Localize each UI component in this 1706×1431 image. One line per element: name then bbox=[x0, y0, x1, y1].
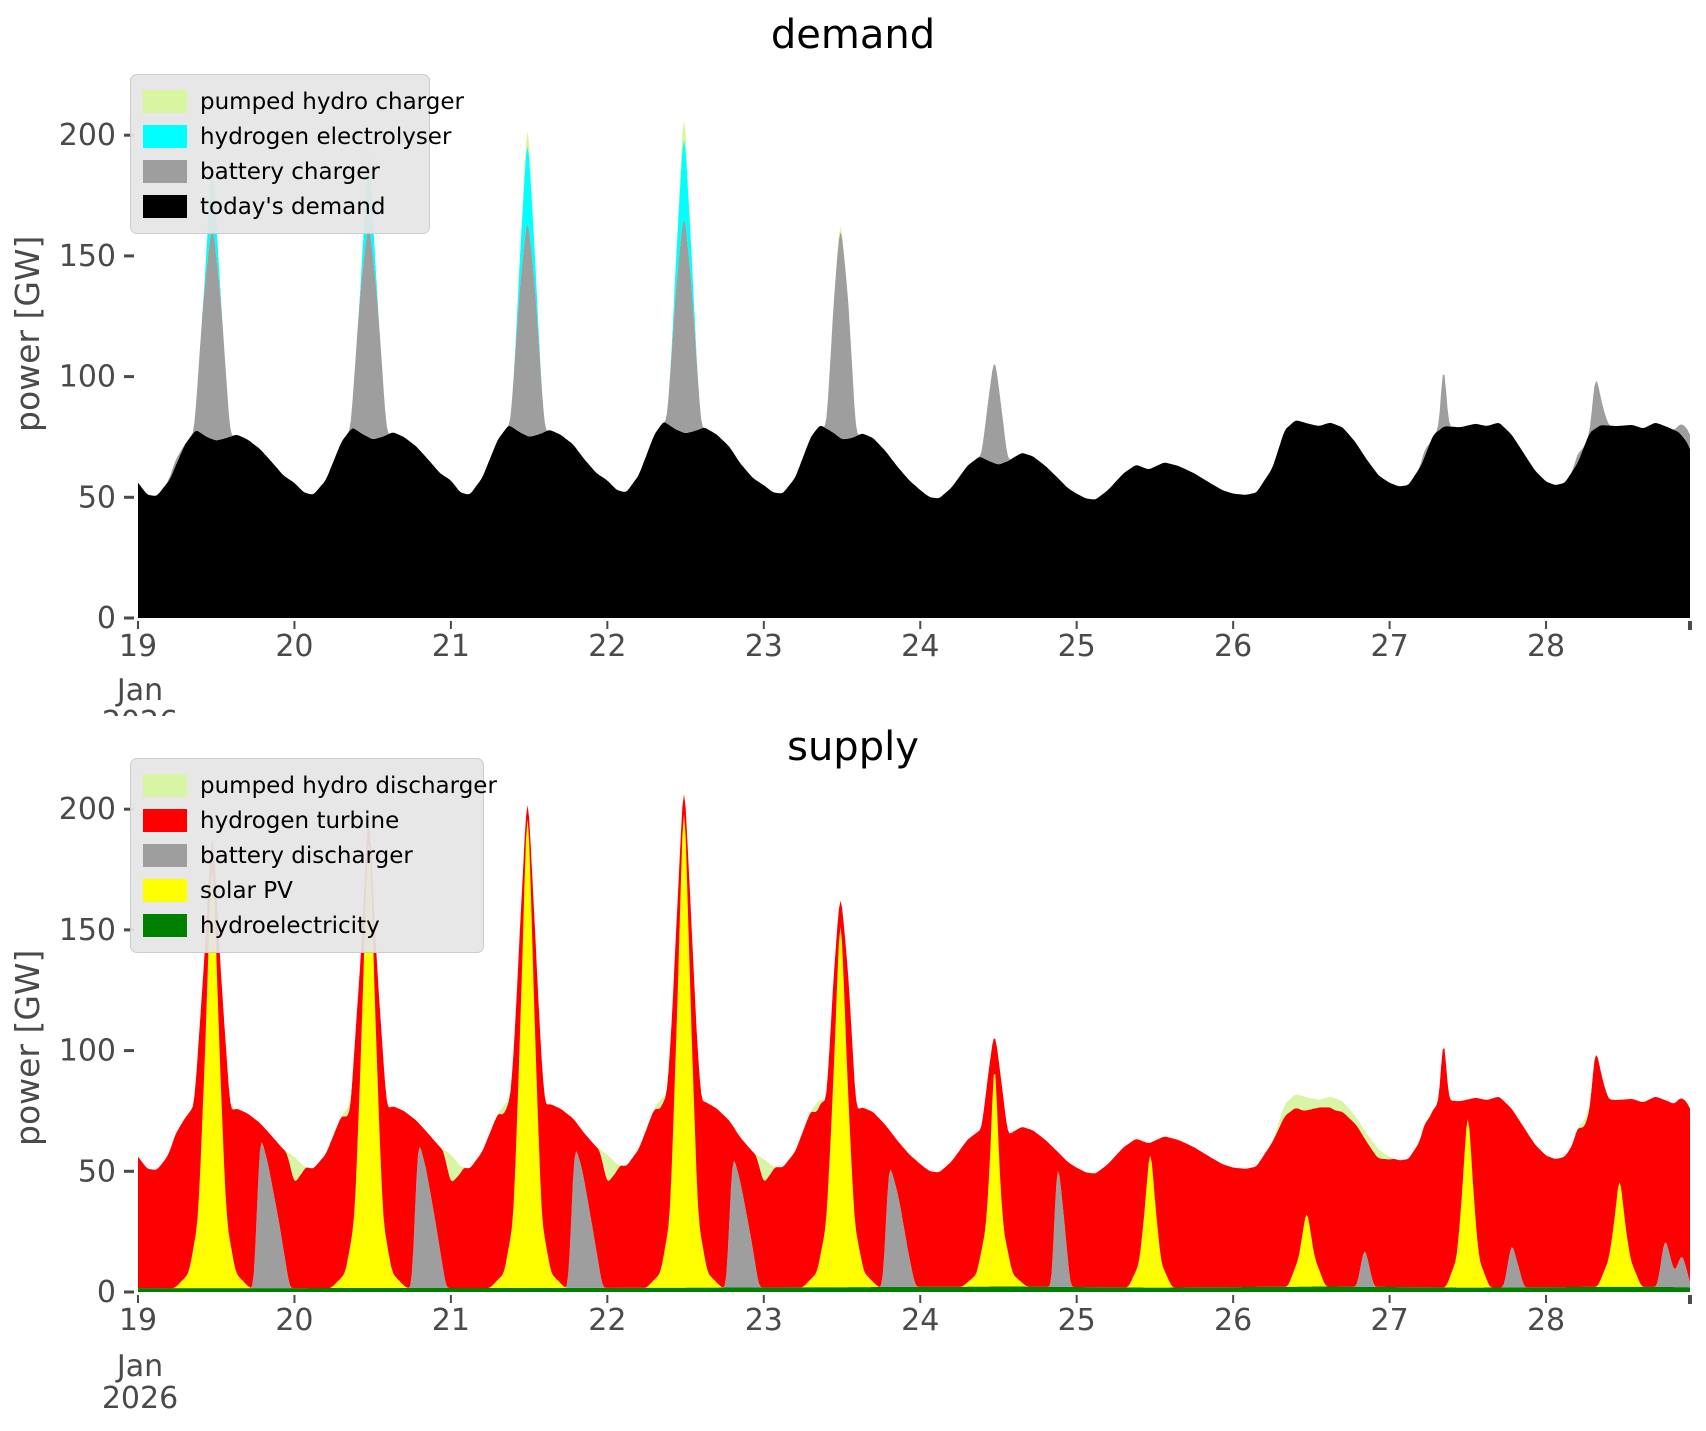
legend-label: solar PV bbox=[200, 877, 293, 904]
legend-label: hydrogen turbine bbox=[200, 807, 400, 834]
y-tick-label: 200 bbox=[59, 118, 116, 153]
x-tick-label: 27 bbox=[1371, 629, 1409, 664]
demand-y-axis: 0 50 100 150 200 bbox=[59, 118, 134, 636]
legend-item-hydroelectricity: hydroelectricity bbox=[143, 908, 465, 943]
legend-swatch-icon bbox=[143, 879, 187, 902]
legend-swatch-icon bbox=[143, 914, 187, 937]
x-tick-label: 19 bbox=[119, 629, 157, 664]
demand-legend: pumped hydro charger hydrogen electrolyse… bbox=[130, 74, 464, 234]
legend-item-hydrogen-turbine: hydrogen turbine bbox=[143, 803, 465, 838]
legend-label: hydrogen electrolyser bbox=[200, 123, 452, 150]
x-tick-label: 26 bbox=[1214, 629, 1252, 664]
legend-swatch-icon bbox=[143, 90, 187, 113]
x-tick-label: 20 bbox=[275, 629, 313, 664]
y-tick-label: 50 bbox=[78, 1154, 116, 1189]
y-tick-label: 0 bbox=[97, 601, 116, 636]
legend-swatch-icon bbox=[143, 774, 187, 797]
legend-label: hydroelectricity bbox=[200, 912, 380, 939]
legend-label: today's demand bbox=[200, 193, 386, 220]
legend-item-battery-discharger: battery discharger bbox=[143, 838, 465, 873]
demand-chart: demand power [GW] 19 20 21 22 23 24 25 26 27 28 Ja… bbox=[8, 12, 1692, 716]
x-tick-label: 21 bbox=[432, 1303, 470, 1338]
y-tick-label: 150 bbox=[59, 913, 116, 948]
legend-swatch-icon bbox=[143, 809, 187, 832]
x-tick-label: 23 bbox=[745, 629, 783, 664]
legend-swatch-icon bbox=[143, 125, 187, 148]
legend-item-battery-charger: battery charger bbox=[143, 154, 411, 189]
series-today-s-demand bbox=[138, 420, 1690, 618]
x-tick-label: 26 bbox=[1214, 1303, 1252, 1338]
legend-item-pumped-hydro-discharger: pumped hydro discharger bbox=[143, 768, 497, 803]
demand-series-group bbox=[138, 120, 1690, 618]
series-solar-pv bbox=[138, 814, 1690, 1289]
legend-item-today-s-demand: today's demand bbox=[143, 189, 411, 224]
x-tick-label: 23 bbox=[745, 1303, 783, 1338]
demand-chart-title: demand bbox=[770, 12, 936, 58]
x-tick-label: 24 bbox=[901, 1303, 939, 1338]
legend-swatch-icon bbox=[143, 195, 187, 218]
x-tick-label: 24 bbox=[901, 629, 939, 664]
x-tick-label: 19 bbox=[119, 1303, 157, 1338]
legend-label: pumped hydro charger bbox=[200, 88, 464, 115]
legend-swatch-icon bbox=[143, 844, 187, 867]
y-tick-label: 150 bbox=[59, 239, 116, 274]
supply-chart-title: supply bbox=[787, 724, 919, 770]
y-tick-label: 100 bbox=[59, 1034, 116, 1069]
y-tick-label: 50 bbox=[78, 480, 116, 515]
x-tick-label: 20 bbox=[275, 1303, 313, 1338]
supply-series-group bbox=[138, 794, 1690, 1292]
x-year-label: 2026 bbox=[102, 705, 178, 716]
legend-item-hydrogen-electrolyser: hydrogen electrolyser bbox=[143, 119, 451, 154]
legend-label: battery charger bbox=[200, 158, 380, 185]
legend-label: battery discharger bbox=[200, 842, 413, 869]
x-month-label: Jan bbox=[115, 673, 163, 708]
x-tick-label: 28 bbox=[1527, 1303, 1565, 1338]
series-hydroelectricity bbox=[138, 1286, 1690, 1292]
x-tick-label: 28 bbox=[1527, 629, 1565, 664]
legend-item-pumped-hydro-charger: pumped hydro charger bbox=[143, 84, 464, 119]
supply-chart: supply power [GW] 19 20 21 22 23 24 25 26 27 28 Ja… bbox=[0, 716, 1706, 1431]
supply-legend: pumped hydro discharger hydrogen turbine b… bbox=[130, 758, 497, 953]
x-year-label: 2026 bbox=[102, 1381, 178, 1416]
x-tick-label: 22 bbox=[588, 629, 626, 664]
x-tick-label: 22 bbox=[588, 1303, 626, 1338]
x-tick-label: 27 bbox=[1371, 1303, 1409, 1338]
y-tick-label: 100 bbox=[59, 360, 116, 395]
x-month-label: Jan bbox=[115, 1349, 163, 1384]
series-battery-charger bbox=[138, 219, 1690, 500]
legend-label: pumped hydro discharger bbox=[200, 772, 497, 799]
legend-swatch-icon bbox=[143, 160, 187, 183]
x-tick-label: 25 bbox=[1058, 1303, 1096, 1338]
y-tick-label: 0 bbox=[97, 1275, 116, 1310]
x-tick-label: 25 bbox=[1058, 629, 1096, 664]
legend-item-solar-pv: solar PV bbox=[143, 873, 465, 908]
series-hydrogen-turbine bbox=[138, 794, 1690, 1289]
supply-y-axis: 0 50 100 150 200 bbox=[59, 792, 134, 1310]
y-tick-label: 200 bbox=[59, 792, 116, 827]
x-tick-label: 21 bbox=[432, 629, 470, 664]
